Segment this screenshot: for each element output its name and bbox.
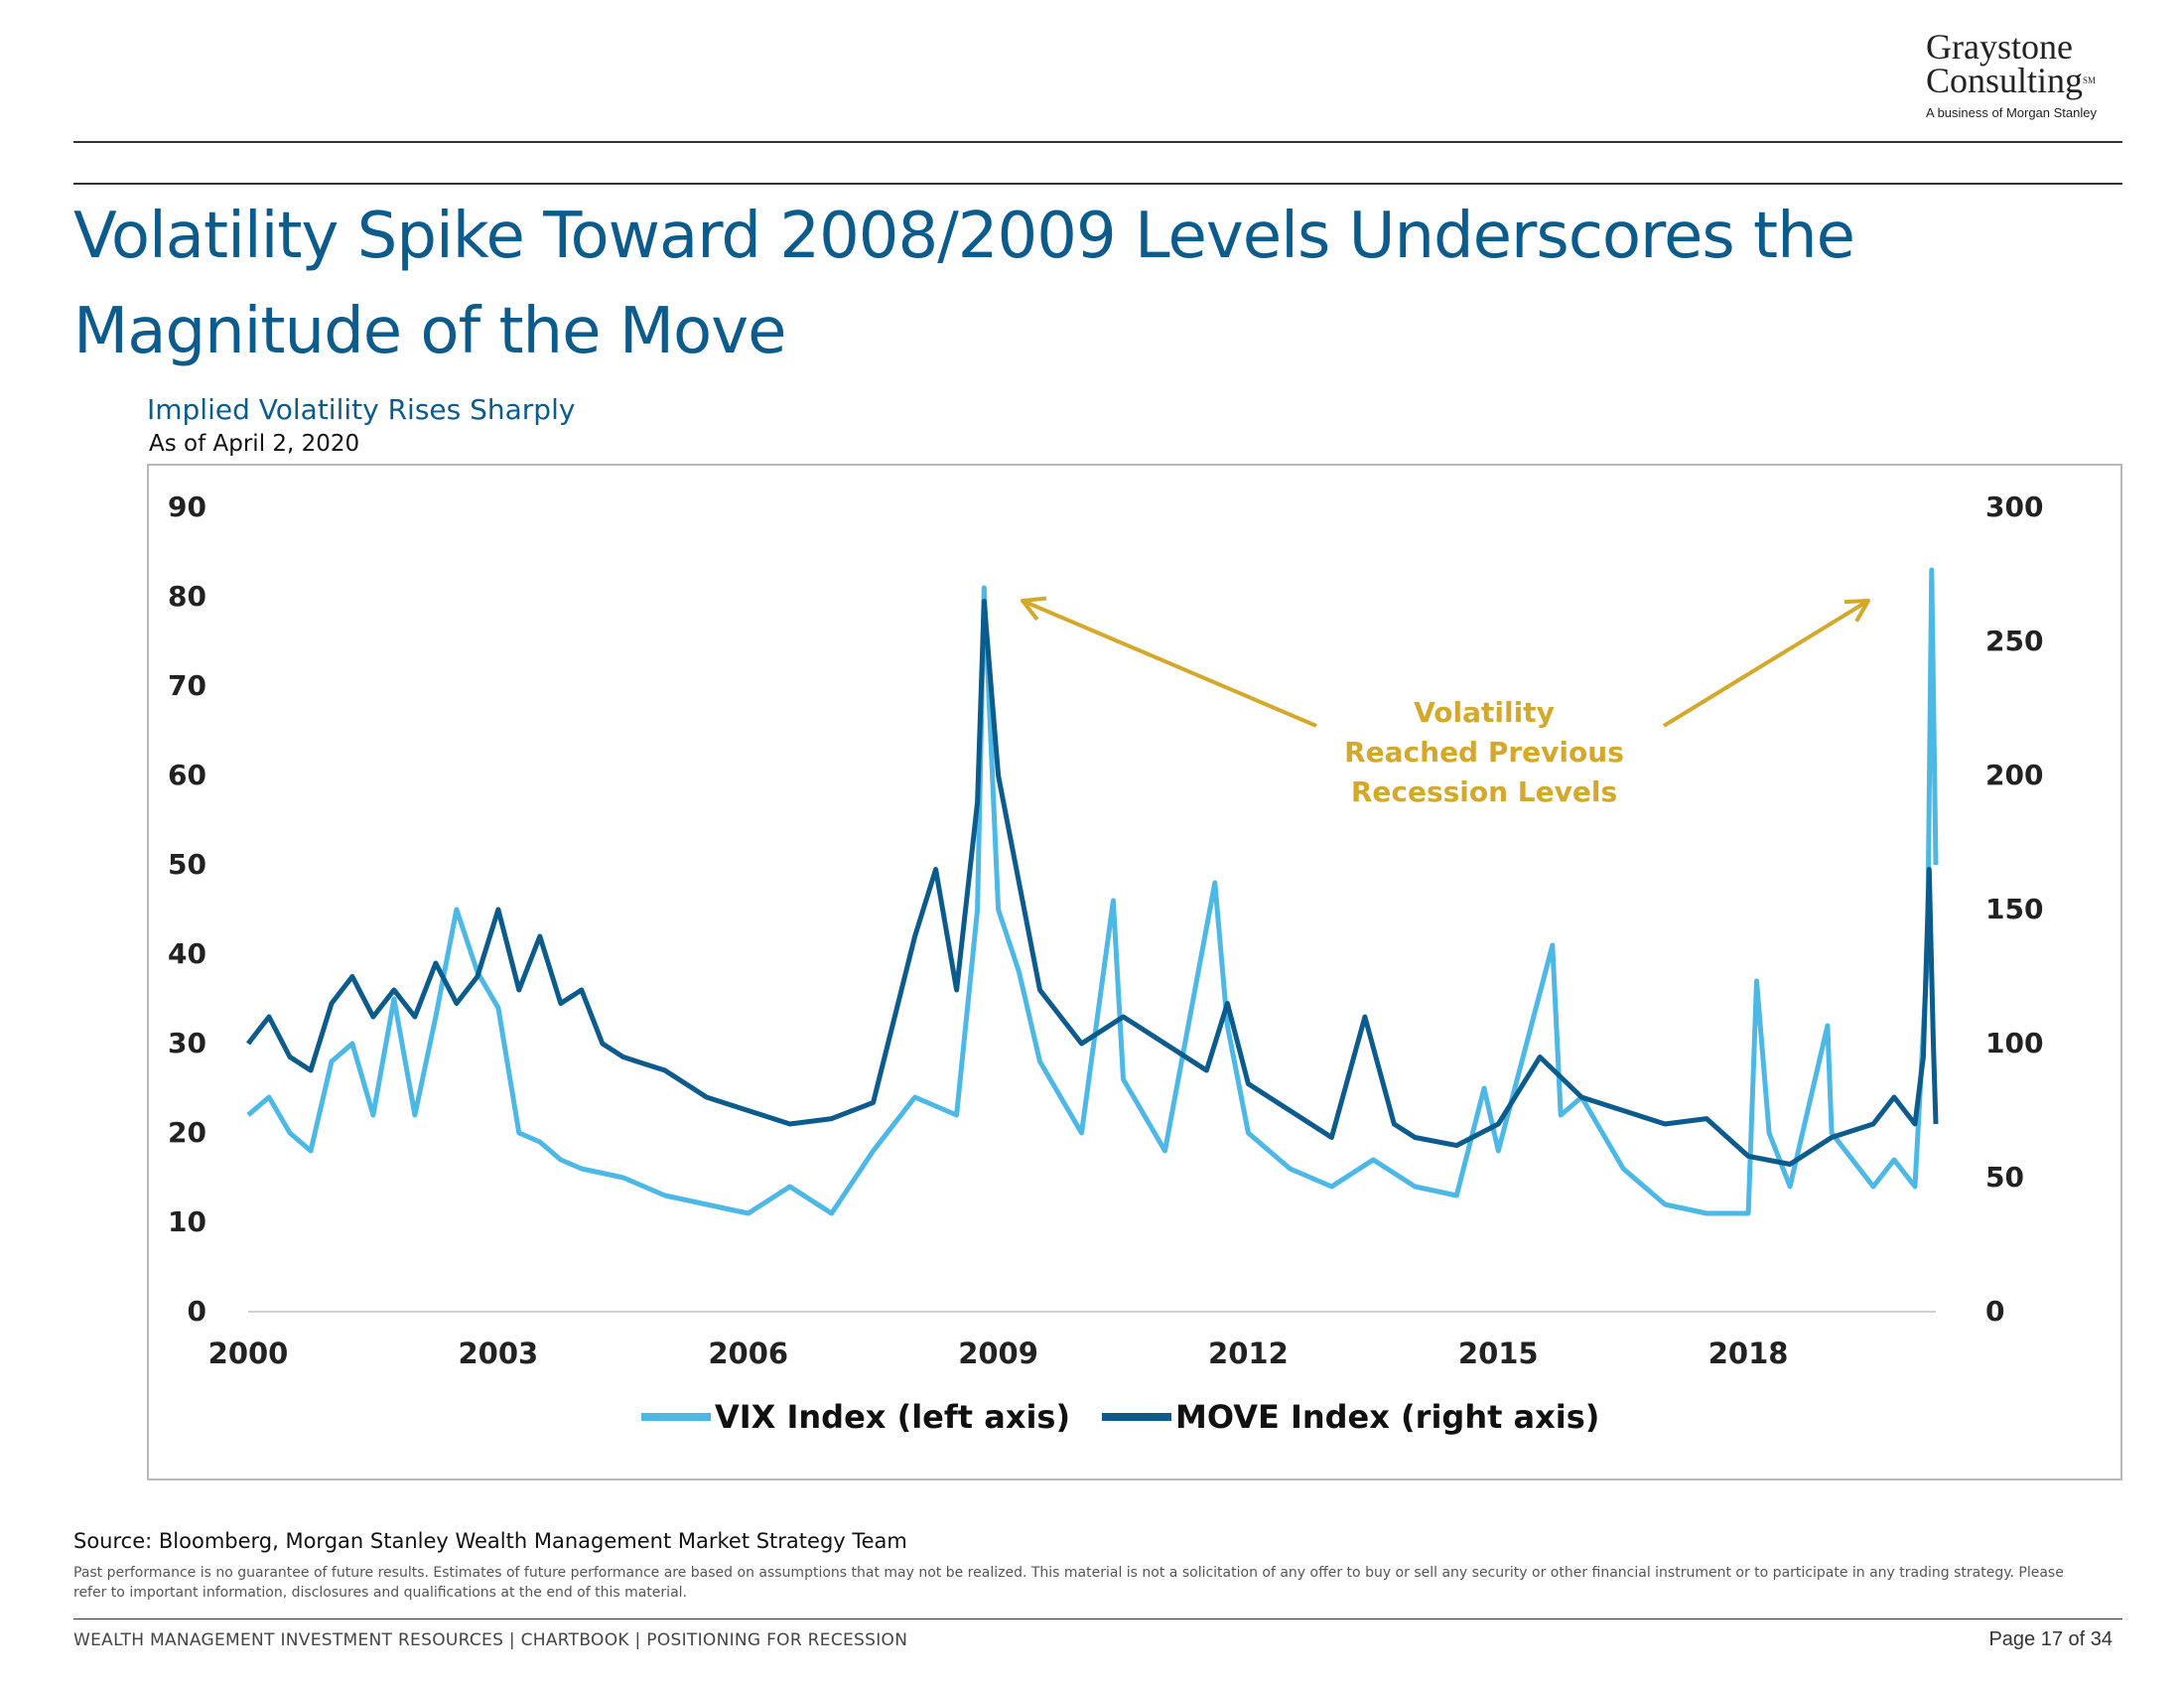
- x-tick-label: 2000: [208, 1336, 289, 1370]
- logo-line1: Graystone: [1926, 27, 2073, 67]
- x-tick-label: 2009: [958, 1336, 1038, 1370]
- source-note: Source: Bloomberg, Morgan Stanley Wealth…: [73, 1529, 907, 1553]
- y-right-tick-label: 150: [1985, 893, 2043, 925]
- logo-line2: Consulting: [1926, 61, 2084, 100]
- y-right-tick-label: 200: [1985, 759, 2043, 791]
- y-right-tick-label: 0: [1985, 1295, 2004, 1328]
- chart-frame: 0 10 20 30 40 50 60 70 80 90 0 50 100 150 200 250 300 200…: [147, 464, 2122, 1480]
- annotation-text-line: Recession Levels: [1351, 775, 1617, 808]
- annotation-arrow-right-shaft: [1662, 599, 1870, 728]
- footer-rule: [73, 1618, 2122, 1619]
- y-right-tick-label: 100: [1985, 1027, 2043, 1059]
- y-right-tick-label: 250: [1985, 625, 2043, 657]
- y-right-tick-label: 50: [1985, 1161, 2024, 1194]
- x-tick-label: 2012: [1208, 1336, 1289, 1370]
- y-left-tick-label: 70: [168, 669, 206, 702]
- footer-breadcrumb: WEALTH MANAGEMENT INVESTMENT RESOURCES |…: [73, 1630, 908, 1650]
- y-left-tick-label: 30: [168, 1027, 206, 1059]
- disclaimer: Past performance is no guarantee of futu…: [73, 1565, 2064, 1601]
- y-left-tick-label: 20: [168, 1116, 206, 1149]
- x-tick-label: 2015: [1458, 1336, 1539, 1370]
- annotation-text-line: Reached Previous: [1344, 736, 1624, 769]
- page-number: Page 17 of 34: [1988, 1628, 2113, 1650]
- move-series-line: [246, 599, 1939, 1167]
- as-of-date: As of April 2, 2020: [149, 431, 360, 457]
- page-title: Volatility Spike Toward 2008/2009 Levels…: [73, 200, 1855, 368]
- annotation-arrow-left-head: [1021, 596, 1047, 622]
- y-right-tick-label: 300: [1985, 491, 2043, 523]
- logo-tagline: A business of Morgan Stanley: [1926, 105, 2097, 120]
- y-left-tick-label: 40: [168, 937, 206, 970]
- y-left-tick-label: 10: [168, 1205, 206, 1238]
- y-left-tick-label: 90: [168, 491, 206, 523]
- x-tick-label: 2003: [458, 1336, 538, 1370]
- graystone-logo: Graystone ConsultingSM A business of Mor…: [1926, 27, 2124, 120]
- y-left-tick-label: 0: [188, 1295, 206, 1328]
- vix-series-line: [246, 567, 1939, 1216]
- header-rule-bottom: [73, 183, 2122, 185]
- x-tick-label: 2018: [1708, 1336, 1789, 1370]
- y-left-tick-label: 60: [168, 759, 206, 791]
- annotation-text-line: Volatility: [1414, 696, 1555, 729]
- volatility-chart: 0 10 20 30 40 50 60 70 80 90 0 50 100 150 200 250 300 200…: [168, 491, 2043, 1436]
- annotation-arrow-left-shaft: [1022, 599, 1317, 728]
- y-left-tick-label: 80: [168, 580, 206, 613]
- legend-move-label: MOVE Index (right axis): [1175, 1398, 1599, 1436]
- header-rule-top: [73, 141, 2122, 143]
- chart-subtitle: Implied Volatility Rises Sharply: [147, 393, 576, 426]
- x-tick-label: 2006: [708, 1336, 788, 1370]
- y-left-tick-label: 50: [168, 848, 206, 881]
- logo-mark: SM: [2083, 75, 2097, 85]
- legend-vix-label: VIX Index (left axis): [715, 1398, 1070, 1436]
- annotation-arrow-right-head: [1843, 599, 1870, 623]
